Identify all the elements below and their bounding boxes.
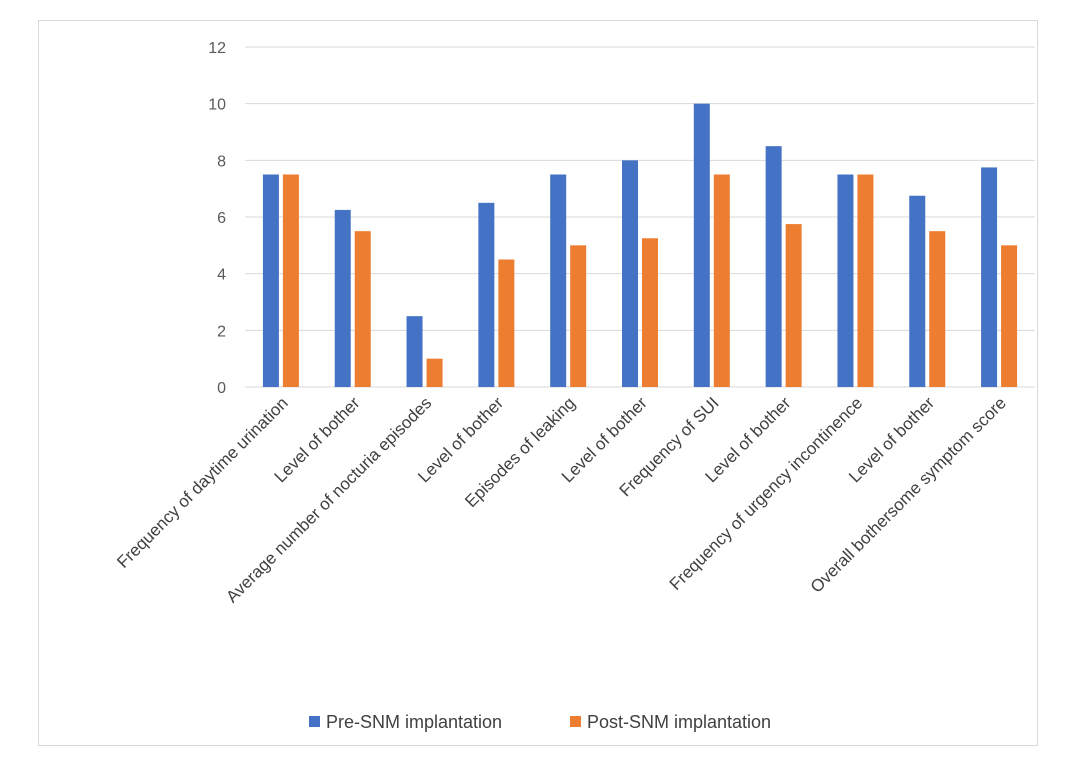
y-tick-label: 4: [217, 267, 226, 284]
bar-post-9: [929, 231, 946, 387]
legend-label-post: Post-SNM implantation: [587, 712, 771, 732]
bar-post-2: [426, 358, 443, 387]
bar-pre-5: [622, 160, 638, 387]
bar-pre-10: [981, 167, 998, 387]
bar-pre-6: [693, 103, 710, 388]
y-tick-label: 12: [208, 40, 226, 57]
category-label: Frequency of daytime urination: [113, 393, 291, 571]
bar-post-7: [785, 224, 802, 387]
y-tick-label: 0: [217, 380, 226, 397]
bar-pre-4: [550, 174, 567, 387]
bar-pre-7: [765, 146, 782, 387]
y-tick-label: 8: [217, 153, 226, 170]
bar-post-5: [642, 238, 658, 387]
bar-post-4: [570, 245, 587, 387]
bar-post-10: [1001, 245, 1018, 387]
y-axis-tick-labels: 0 2 4 6 8 10 12: [208, 40, 226, 397]
legend: Pre-SNM implantation Post-SNM implantatio…: [309, 712, 771, 732]
bar-post-6: [713, 174, 730, 387]
legend-swatch-pre: [309, 716, 320, 727]
bar-pre-8: [837, 174, 854, 387]
bar-pre-1: [334, 209, 351, 387]
gridlines: [245, 46, 1035, 388]
bar-pre-9: [909, 195, 926, 387]
bar-pre-2: [406, 316, 423, 387]
y-tick-label: 10: [208, 97, 226, 114]
y-tick-label: 2: [217, 323, 226, 340]
bars: [262, 103, 1018, 388]
bar-pre-0: [262, 174, 279, 387]
legend-swatch-post: [570, 716, 581, 727]
bar-pre-3: [478, 202, 495, 387]
bar-post-0: [282, 174, 299, 387]
y-tick-label: 6: [217, 210, 226, 227]
bar-post-8: [857, 174, 874, 387]
bar-post-1: [354, 231, 371, 387]
bar-post-3: [498, 259, 515, 387]
legend-label-pre: Pre-SNM implantation: [326, 712, 502, 732]
